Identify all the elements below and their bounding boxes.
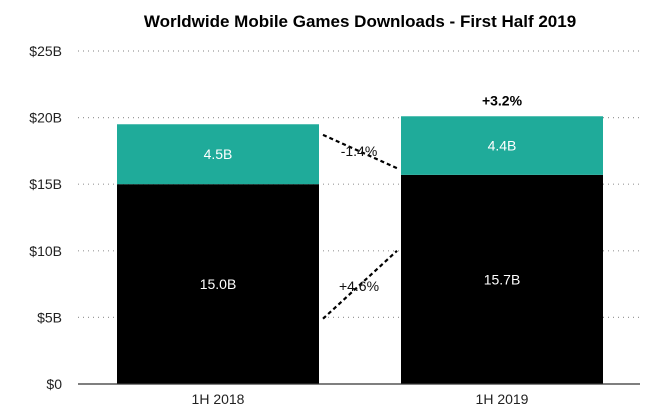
bar-segment [117,124,319,185]
annotations: +4.6% -1.4% +3.2% [322,92,523,320]
x-tick-label: 1H 2019 [476,391,529,407]
chart-title: Worldwide Mobile Games Downloads - First… [143,12,577,31]
axes: $0 $5B $10B $15B $20B $25B 1H 2018 1H 2019 [29,43,640,407]
bar-segment [401,116,603,175]
data-label: 4.5B [204,146,233,162]
total-change-label: +3.2% [482,92,523,108]
data-label: 15.7B [484,271,521,287]
y-tick-label: $15B [29,176,62,192]
bottom-change-connector [322,249,398,320]
bottom-change-label: +4.6% [339,278,379,294]
top-change-label: -1.4% [341,143,378,159]
x-tick-label: 1H 2018 [192,391,245,407]
data-label: 15.0B [200,276,237,292]
y-tick-label: $10B [29,243,62,259]
bar-segment [117,184,319,384]
bars: 15.0B 4.5B 15.7B 4.4B [117,116,603,384]
gridlines [78,50,640,318]
y-tick-label: $5B [37,309,62,325]
bar-segment [401,174,603,384]
y-tick-label: $0 [46,376,62,392]
y-tick-label: $25B [29,43,62,59]
data-label: 4.4B [488,138,517,154]
y-tick-label: $20B [29,110,62,126]
